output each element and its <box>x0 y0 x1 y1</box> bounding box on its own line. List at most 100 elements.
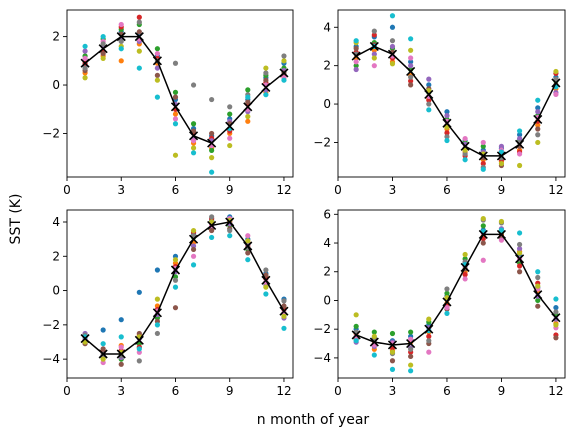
scatter-point <box>408 59 414 65</box>
scatter-point <box>444 109 450 115</box>
scatter-point <box>281 77 287 83</box>
scatter-point <box>190 253 197 259</box>
mean-marker <box>225 217 235 227</box>
scatter-point <box>535 109 541 115</box>
mean-marker <box>261 275 271 285</box>
scatter-point <box>263 291 269 297</box>
scatter-point <box>535 105 541 111</box>
scatter-point <box>517 246 523 252</box>
scatter-point <box>371 55 377 61</box>
scatter-point <box>100 55 106 62</box>
scatter-point <box>517 132 523 138</box>
scatter-point <box>245 233 251 239</box>
scatter-point <box>535 126 541 132</box>
scatter-point <box>82 65 88 71</box>
scatter-point <box>444 310 450 316</box>
mean-marker <box>116 32 126 42</box>
x-tick-label: 3 <box>389 384 397 398</box>
scatter-point <box>480 160 486 167</box>
x-tick-label: 6 <box>172 384 180 398</box>
scatter-point <box>353 323 359 329</box>
mean-marker <box>424 89 434 100</box>
scatter-point <box>118 361 124 367</box>
mean-marker <box>424 324 434 334</box>
mean-marker <box>351 330 361 340</box>
y-tick-label: 2 <box>323 59 331 73</box>
mean-marker <box>496 151 507 161</box>
y-tick-label: −2 <box>313 135 331 149</box>
scatter-point <box>408 63 414 69</box>
scatter-point <box>82 43 88 49</box>
scatter-point <box>190 150 197 156</box>
scatter-point <box>426 349 432 355</box>
scatter-point <box>82 48 88 54</box>
mean-marker <box>387 340 398 350</box>
scatter-point <box>408 47 414 53</box>
scatter-point <box>408 82 414 88</box>
mean-marker <box>225 121 235 131</box>
mean-marker <box>406 338 416 349</box>
x-tick-label: 0 <box>63 183 71 197</box>
mean-marker <box>170 102 181 112</box>
scatter-point <box>444 290 450 296</box>
mean-marker <box>80 58 90 68</box>
scatter-point <box>227 135 233 141</box>
scatter-point <box>462 251 468 258</box>
scatter-point <box>480 223 486 229</box>
mean-marker <box>188 131 199 141</box>
scatter-point <box>389 13 396 19</box>
scatter-point <box>480 166 486 172</box>
scatter-point <box>553 316 559 322</box>
scatter-point <box>408 74 414 80</box>
figure-xlabel: n month of year <box>257 412 370 428</box>
scatter-point <box>535 303 541 309</box>
mean-marker <box>369 41 379 52</box>
y-tick-label: 0 <box>323 97 331 111</box>
mean-marker <box>442 118 452 128</box>
scatter-point <box>408 55 414 61</box>
scatter-point <box>209 130 215 137</box>
y-tick-label: 6 <box>323 207 331 221</box>
scatter-point <box>408 362 414 368</box>
mean-marker <box>478 151 488 161</box>
scatter-point <box>389 366 396 372</box>
scatter-point <box>172 116 179 122</box>
scatter-point <box>553 335 559 341</box>
mean-marker <box>478 229 488 239</box>
figure-ylabel: SST (K) <box>8 194 24 245</box>
scatter-point <box>227 227 233 234</box>
y-tick-label: 2 <box>323 265 331 279</box>
scatter-point <box>371 329 377 335</box>
scatter-point <box>100 50 106 57</box>
scatter-point <box>245 94 251 100</box>
mean-marker <box>533 114 543 124</box>
axes-frame <box>337 9 566 178</box>
scatter-point <box>426 333 432 339</box>
scatter-point <box>353 45 359 51</box>
scatter-point <box>100 346 106 352</box>
scatter-point <box>480 216 486 222</box>
scatter-point <box>517 128 523 134</box>
mean-line <box>355 233 557 346</box>
scatter-point <box>371 32 377 38</box>
scatter-point <box>535 274 541 281</box>
scatter-point <box>517 263 523 269</box>
scatter-point <box>190 227 197 234</box>
scatter-point <box>535 132 541 138</box>
scatter-point <box>444 130 450 136</box>
scatter-point <box>462 276 468 282</box>
x-tick-label: 9 <box>498 183 506 197</box>
mean-marker <box>442 297 452 307</box>
scatter-point <box>172 94 179 100</box>
scatter-point <box>462 136 468 142</box>
scatter-point <box>462 272 468 278</box>
scatter-point <box>553 91 559 98</box>
scatter-point <box>444 137 450 144</box>
mean-marker <box>116 349 126 359</box>
scatter-point <box>517 250 523 256</box>
scatter-point <box>263 65 269 71</box>
scatter-point <box>172 111 179 117</box>
scatter-point <box>227 111 233 117</box>
scatter-point <box>535 269 541 275</box>
